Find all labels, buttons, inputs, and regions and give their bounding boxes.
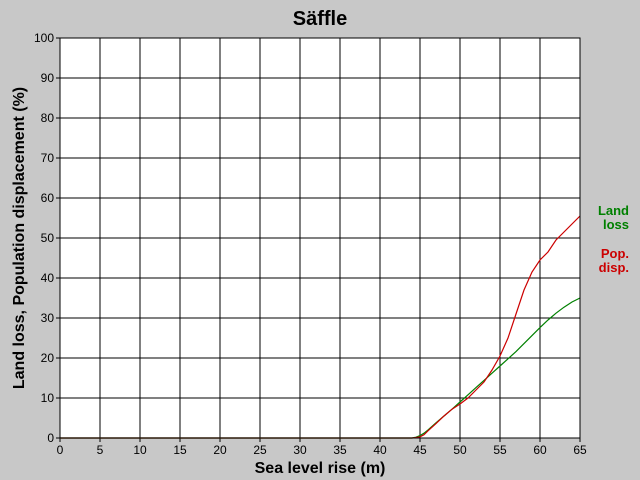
series-line-land-loss bbox=[60, 297, 581, 439]
x-tick-label: 60 bbox=[533, 443, 547, 457]
y-axis-ticks: 0 10 20 30 40 50 60 70 80 90 100 bbox=[34, 31, 60, 445]
y-tick-label: 70 bbox=[41, 151, 55, 165]
legend-land-loss: Land loss bbox=[598, 204, 629, 232]
y-tick-label: 30 bbox=[41, 311, 55, 325]
legend-land-loss-line1: Land bbox=[597, 203, 629, 218]
y-tick-label: 80 bbox=[41, 111, 55, 125]
x-tick-label: 65 bbox=[573, 443, 587, 457]
legend-pop-disp: Pop. disp. bbox=[599, 247, 629, 275]
y-tick-label: 10 bbox=[41, 391, 55, 405]
y-tick-label: 20 bbox=[41, 351, 55, 365]
x-tick-label: 40 bbox=[373, 443, 387, 457]
y-tick-label: 0 bbox=[47, 431, 54, 445]
y-tick-label: 60 bbox=[41, 191, 55, 205]
x-tick-label: 5 bbox=[97, 443, 104, 457]
y-tick-label: 50 bbox=[41, 231, 55, 245]
x-axis-ticks: 0 5 10 15 20 25 30 35 40 45 50 55 60 65 bbox=[57, 438, 587, 457]
y-axis-label: Land loss, Population displacement (%) bbox=[11, 87, 28, 389]
y-tick-label: 100 bbox=[34, 31, 54, 45]
chart-title: Säffle bbox=[293, 8, 347, 30]
x-tick-label: 0 bbox=[57, 443, 64, 457]
x-tick-label: 50 bbox=[453, 443, 467, 457]
x-tick-label: 55 bbox=[493, 443, 507, 457]
x-tick-label: 20 bbox=[213, 443, 227, 457]
x-tick-label: 30 bbox=[293, 443, 307, 457]
x-tick-label: 25 bbox=[253, 443, 267, 457]
x-tick-label: 10 bbox=[133, 443, 147, 457]
legend-pop-disp-line1: Pop. bbox=[600, 246, 629, 261]
x-tick-label: 15 bbox=[173, 443, 187, 457]
y-tick-label: 90 bbox=[41, 71, 55, 85]
y-tick-label: 40 bbox=[41, 271, 55, 285]
legend-pop-disp-line2: disp. bbox=[598, 260, 629, 275]
series-line-pop-disp bbox=[60, 215, 581, 439]
x-axis-label: Sea level rise (m) bbox=[255, 460, 386, 477]
legend-land-loss-line2: loss bbox=[602, 217, 629, 232]
series-group bbox=[60, 215, 581, 439]
x-tick-label: 35 bbox=[333, 443, 347, 457]
x-tick-label: 45 bbox=[413, 443, 427, 457]
plot-frame bbox=[59, 37, 581, 439]
